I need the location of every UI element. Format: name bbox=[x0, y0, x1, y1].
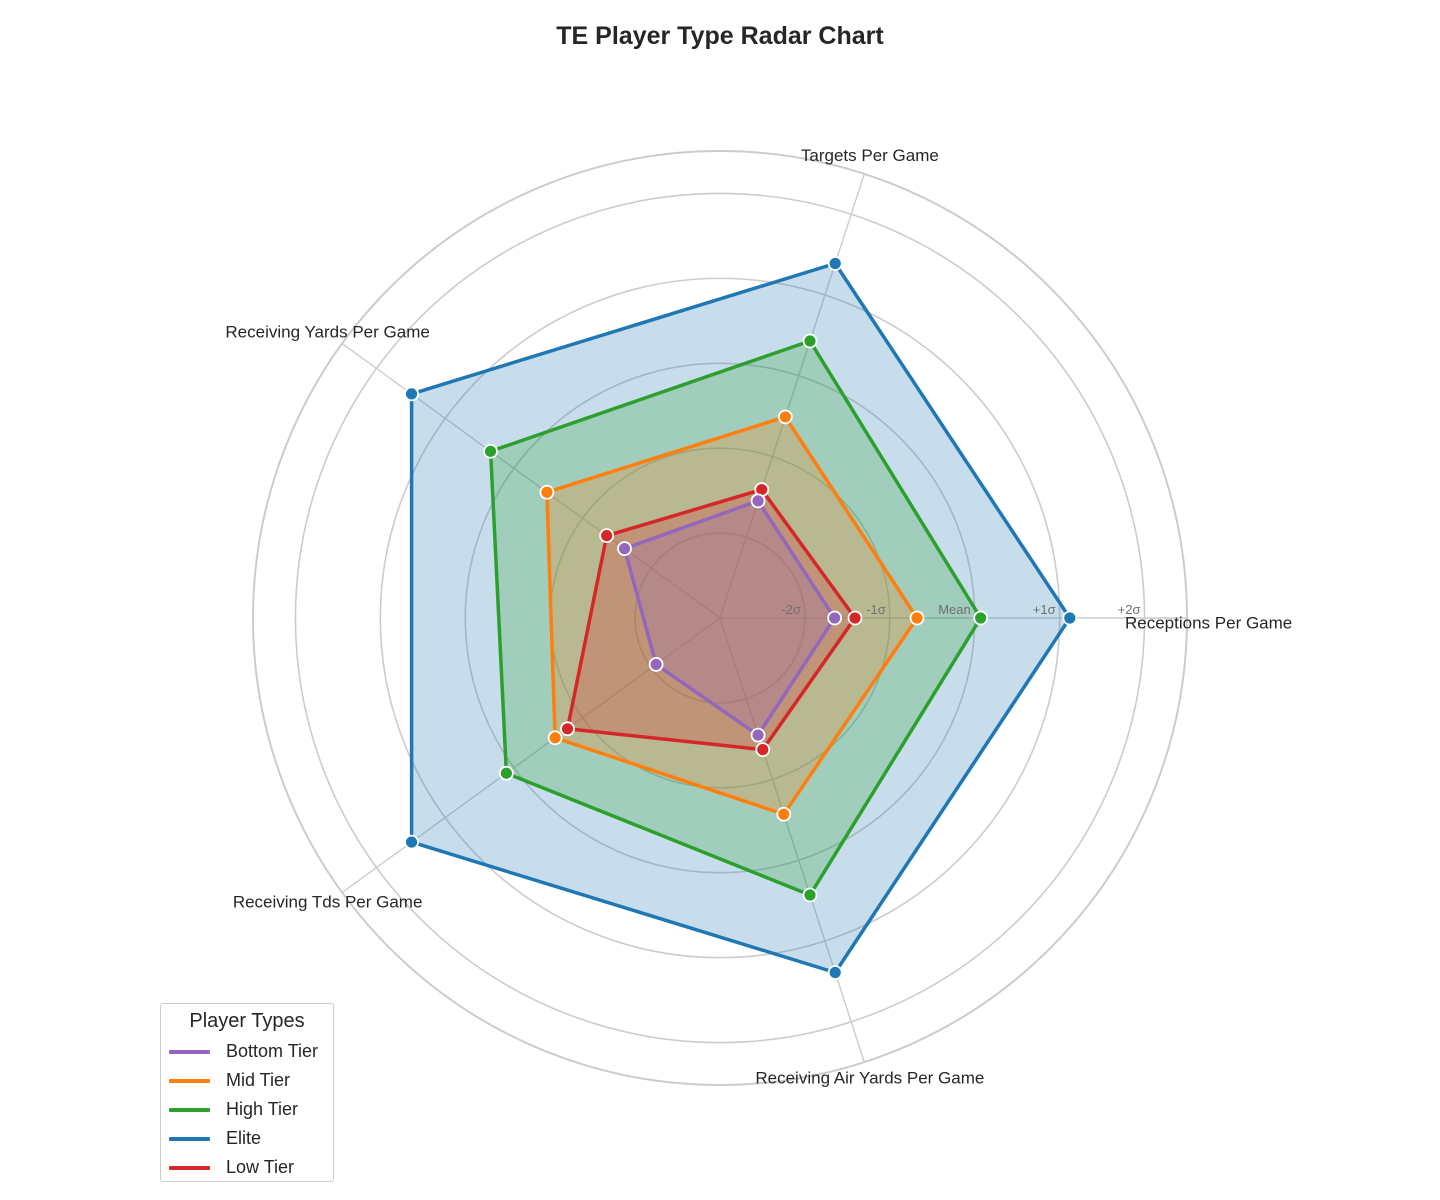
data-point bbox=[547, 730, 563, 746]
legend-items: Bottom Tier Mid Tier High Tier Elite Low Tie… bbox=[161, 1037, 333, 1182]
axis-label: Receiving Tds Per Game bbox=[233, 893, 423, 912]
legend-item: Elite bbox=[161, 1124, 333, 1153]
ring-label: +2σ bbox=[1118, 602, 1141, 617]
radar-grid bbox=[252, 150, 1188, 1086]
axis-label: Receiving Air Yards Per Game bbox=[755, 1069, 984, 1088]
data-point bbox=[617, 541, 632, 557]
series-fill bbox=[411, 263, 1070, 973]
legend-swatch bbox=[169, 1078, 210, 1083]
series-line bbox=[565, 487, 857, 752]
data-point bbox=[539, 484, 555, 500]
series-fill bbox=[624, 500, 835, 736]
data-point bbox=[750, 493, 766, 509]
legend-label: Mid Tier bbox=[226, 1070, 291, 1090]
series-points bbox=[404, 256, 1078, 980]
chart-title: TE Player Type Radar Chart bbox=[556, 22, 884, 50]
legend-label: Low Tier bbox=[226, 1157, 295, 1177]
legend-swatch bbox=[169, 1107, 210, 1112]
series-fill bbox=[546, 416, 917, 815]
data-point bbox=[802, 333, 818, 349]
legend-swatch bbox=[169, 1136, 210, 1141]
data-point bbox=[648, 657, 664, 672]
axis-label: Receiving Yards Per Game bbox=[225, 322, 429, 341]
legend-label: Bottom Tier bbox=[226, 1041, 319, 1061]
series-line bbox=[409, 261, 1072, 975]
data-point bbox=[404, 386, 419, 402]
data-point bbox=[483, 443, 498, 459]
legend-swatch bbox=[169, 1165, 210, 1170]
legend-title: Player Types bbox=[189, 1010, 305, 1032]
series-lines bbox=[409, 261, 1072, 975]
data-point bbox=[755, 742, 771, 758]
grid-spoke bbox=[341, 342, 721, 619]
grid-spoke bbox=[719, 617, 865, 1063]
grid-spoke bbox=[719, 173, 865, 619]
legend-item: High Tier bbox=[161, 1095, 333, 1124]
data-point bbox=[776, 806, 792, 822]
data-point bbox=[827, 610, 843, 626]
legend: Player Types Bottom Tier Mid Tier High Tie… bbox=[160, 1003, 334, 1182]
legend-label: High Tier bbox=[226, 1099, 299, 1119]
axis-label: Receptions Per Game bbox=[1125, 613, 1292, 632]
data-point bbox=[827, 256, 843, 271]
ring-label: +1σ bbox=[1033, 602, 1056, 617]
legend-swatch bbox=[169, 1049, 210, 1054]
data-point bbox=[560, 721, 575, 737]
series-line bbox=[488, 339, 983, 897]
data-point bbox=[777, 409, 793, 425]
ring-label: -1σ bbox=[866, 602, 886, 617]
series-line bbox=[622, 499, 837, 737]
legend-item: Low Tier bbox=[161, 1153, 333, 1182]
legend-item: Bottom Tier bbox=[161, 1037, 333, 1066]
data-point bbox=[802, 887, 818, 903]
series-fills bbox=[411, 263, 1070, 973]
legend-label: Elite bbox=[226, 1128, 262, 1148]
series-fill bbox=[567, 489, 855, 750]
axis-label: Targets Per Game bbox=[801, 146, 939, 165]
data-point bbox=[973, 610, 989, 626]
data-point bbox=[847, 610, 863, 626]
ring-label: Mean bbox=[938, 602, 971, 617]
data-point bbox=[1062, 610, 1078, 626]
data-point bbox=[599, 528, 615, 544]
ring-label: -2σ bbox=[781, 602, 801, 617]
data-point bbox=[827, 965, 843, 980]
data-point bbox=[909, 610, 925, 626]
data-point bbox=[750, 727, 766, 743]
data-point bbox=[498, 765, 514, 781]
data-point bbox=[404, 834, 419, 850]
legend-item: Mid Tier bbox=[161, 1066, 333, 1095]
series-line bbox=[545, 415, 919, 816]
